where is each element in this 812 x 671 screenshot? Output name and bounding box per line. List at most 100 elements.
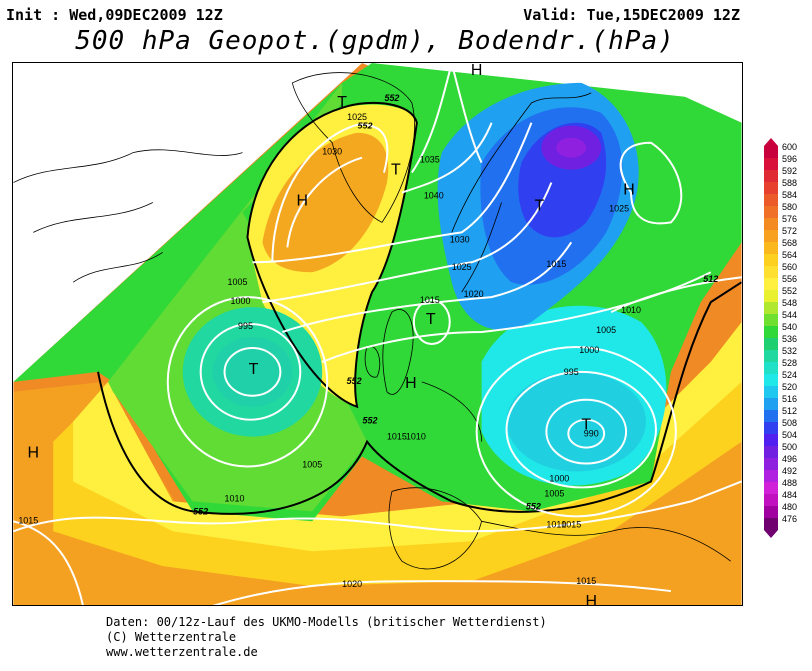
isobar-label: 1005 xyxy=(228,277,248,287)
isobar-atlantic-995 xyxy=(223,346,282,397)
legend-swatch xyxy=(764,326,778,338)
isobar-label: 1010 xyxy=(546,519,566,529)
legend-swatch xyxy=(764,302,778,314)
footer-copyright: (C) Wetterzentrale xyxy=(106,630,237,644)
legend-level-label: 500 xyxy=(782,442,797,452)
legend-level-label: 552 xyxy=(782,286,797,296)
isobar-label: 995 xyxy=(564,367,579,377)
legend-level-label: 504 xyxy=(782,430,797,440)
legend-level-label: 572 xyxy=(782,226,797,236)
isobar-label: 1000 xyxy=(231,296,251,306)
isobar-atlantic-1000 xyxy=(199,323,302,421)
low-pressure-marker: T xyxy=(391,162,401,179)
isobar-label: 1015 xyxy=(561,519,581,529)
valid-time: Valid: Tue,15DEC2009 12Z xyxy=(523,6,740,24)
geopot-contour-label: 512 xyxy=(703,274,718,284)
isobar-label: 1040 xyxy=(424,191,444,201)
legend-swatch xyxy=(764,338,778,350)
legend-swatch xyxy=(764,314,778,326)
isobar-1010 xyxy=(13,480,742,533)
isobar-label: 1000 xyxy=(549,473,569,483)
isobar-label: 1025 xyxy=(609,203,629,213)
isobar-greenland-1030 xyxy=(286,156,363,248)
legend-level-label: 480 xyxy=(782,502,797,512)
legend-swatch xyxy=(764,146,778,158)
legend-swatch xyxy=(764,290,778,302)
isobar-label: 1015 xyxy=(546,259,566,269)
legend-level-label: 492 xyxy=(782,466,797,476)
legend-level-label: 520 xyxy=(782,382,797,392)
weather-map: 1025103010351040103010251020101510151010… xyxy=(12,62,743,606)
isobar-label: 1015 xyxy=(387,432,407,442)
isobar-label: 1025 xyxy=(452,262,472,272)
isobar-label: 1020 xyxy=(342,579,362,589)
color-scale-legend: 600 596 592 588 584 580 576 572 568 564 560 556 552 5… xyxy=(764,138,797,538)
legend-arrow-up xyxy=(764,138,778,146)
legend-swatch xyxy=(764,398,778,410)
coastline-canada xyxy=(13,149,243,283)
legend-swatch xyxy=(764,362,778,374)
isobar-label: 1005 xyxy=(302,460,322,470)
init-time: Init : Wed,09DEC2009 12Z xyxy=(6,6,223,24)
low-pressure-marker: T xyxy=(535,197,545,214)
map-title: 500 hPa Geopot.(gpdm), Bodendr.(hPa) xyxy=(75,26,675,56)
coastline-british-isles xyxy=(364,309,414,395)
isobar-1020-mid xyxy=(282,241,573,333)
legend-level-label: 592 xyxy=(782,166,797,176)
high-pressure-marker: H xyxy=(585,593,597,606)
geopot-552-line xyxy=(97,281,742,515)
legend-level-label: 528 xyxy=(782,358,797,368)
legend-swatch xyxy=(764,458,778,470)
legend-level-label: 532 xyxy=(782,346,797,356)
isobar-1020 xyxy=(13,520,84,605)
legend-swatch xyxy=(764,218,778,230)
isobar-label: 1010 xyxy=(225,493,245,503)
legend-level-label: 508 xyxy=(782,418,797,428)
geopot-contour-label: 552 xyxy=(358,121,373,131)
isobar-label: 1015 xyxy=(420,295,440,305)
legend-swatch xyxy=(764,482,778,494)
isobar-low-north-sea xyxy=(412,299,451,345)
isobar-atlantic-1005 xyxy=(166,296,329,468)
isobar-1015-south xyxy=(212,580,672,605)
legend-swatch xyxy=(764,170,778,182)
coastline-greenland xyxy=(291,72,415,223)
legend-level-label: 484 xyxy=(782,490,797,500)
isobar-greenland-1025 xyxy=(271,123,389,263)
legend-level-label: 576 xyxy=(782,214,797,224)
outside-domain-upper-right xyxy=(611,63,742,123)
legend-level-label: 564 xyxy=(782,250,797,260)
legend-level-label: 568 xyxy=(782,238,797,248)
legend-swatch xyxy=(764,194,778,206)
legend-level-label: 512 xyxy=(782,406,797,416)
legend-swatch xyxy=(764,230,778,242)
legend-level-label: 488 xyxy=(782,478,797,488)
low-pressure-marker: T xyxy=(426,311,436,328)
legend-swatch xyxy=(764,434,778,446)
isobar-label: 990 xyxy=(584,429,599,439)
legend-swatch xyxy=(764,374,778,386)
isobar-label: 1000 xyxy=(579,345,599,355)
legend-swatch xyxy=(764,206,778,218)
footer: Daten: 00/12z-Lauf des UKMO-Modells (bri… xyxy=(106,615,547,660)
legend-swatch xyxy=(764,278,778,290)
isobar-label: 1005 xyxy=(544,488,564,498)
isobar-1025-ridge xyxy=(262,182,553,304)
isobar-label: 1025 xyxy=(347,112,367,122)
isobar-label: 1005 xyxy=(596,325,616,335)
isobar-label: 995 xyxy=(238,321,253,331)
isobar-1010-east xyxy=(610,276,742,313)
legend-level-label: 580 xyxy=(782,202,797,212)
legend-level-label: 544 xyxy=(782,310,797,320)
legend-swatch xyxy=(764,410,778,422)
isobar-1025-east xyxy=(619,141,683,225)
geopot-552-ridge-line xyxy=(246,101,418,409)
geopot-contour-label: 552 xyxy=(347,376,362,386)
legend-level-label: 600 xyxy=(782,142,797,152)
legend-swatch xyxy=(764,422,778,434)
geopot-contour-label: 552 xyxy=(384,93,399,103)
legend-swatch xyxy=(764,254,778,266)
isobar-label: 1015 xyxy=(576,576,596,586)
legend-swatch xyxy=(764,182,778,194)
isobar-1030 xyxy=(252,122,533,264)
